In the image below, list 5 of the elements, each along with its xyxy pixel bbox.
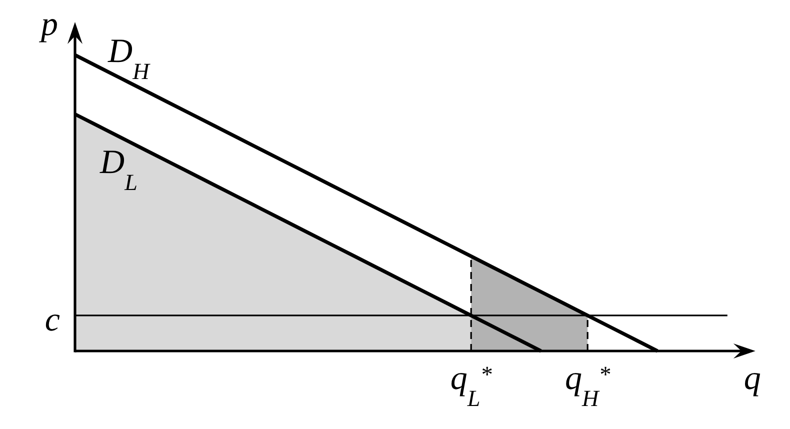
series-label: D$_{L}$ — [99, 144, 138, 196]
y-axis-title: p — [39, 6, 58, 43]
legend-label: D$_{H}$ — [107, 32, 151, 85]
x-axis-title: q — [744, 360, 761, 397]
ref-line-label: c — [44, 301, 60, 338]
